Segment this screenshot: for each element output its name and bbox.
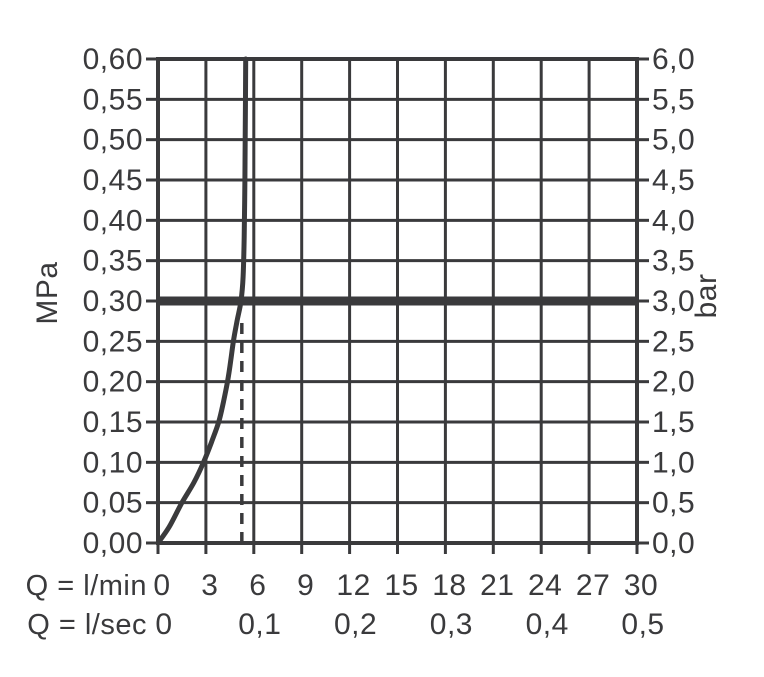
x-primary-label-30: 30	[624, 569, 658, 602]
x-primary-label-21: 21	[480, 569, 514, 602]
y-left-label-0,20: 0,20	[83, 366, 143, 399]
y-right-label-4,5: 4,5	[652, 164, 695, 197]
x-secondary-label-0,1: 0,1	[238, 608, 281, 641]
y-right-label-1,5: 1,5	[652, 406, 695, 439]
y-left-label-0,60: 0,60	[83, 43, 143, 76]
y-right-label-2,5: 2,5	[652, 325, 695, 358]
y-left-label-0,05: 0,05	[83, 487, 143, 520]
axis-labels: 0,600,550,500,450,400,350,300,250,200,15…	[26, 43, 723, 641]
y-left-label-0,10: 0,10	[83, 446, 143, 479]
x-primary-label-3: 3	[201, 569, 218, 602]
y-left-label-0,25: 0,25	[83, 325, 143, 358]
y-left-unit-mpa: MPa	[31, 261, 64, 324]
x-secondary-label-0,4: 0,4	[526, 608, 569, 641]
y-right-unit-bar: bar	[690, 274, 723, 319]
y-left-label-0,55: 0,55	[83, 83, 143, 116]
x-primary-label-18: 18	[432, 569, 466, 602]
y-left-label-0,50: 0,50	[83, 124, 143, 157]
x-primary-label-15: 15	[384, 569, 418, 602]
x-primary-axis-title: Q = l/min	[26, 570, 147, 602]
x-primary-label-27: 27	[576, 569, 610, 602]
x-secondary-label-0: 0	[155, 608, 172, 641]
x-secondary-label-0,2: 0,2	[334, 608, 377, 641]
y-right-label-5,5: 5,5	[652, 83, 695, 116]
x-primary-label-12: 12	[336, 569, 370, 602]
y-left-label-0,00: 0,00	[83, 527, 143, 560]
y-right-label-5,0: 5,0	[652, 124, 695, 157]
y-right-label-0,0: 0,0	[652, 527, 695, 560]
x-secondary-label-0,5: 0,5	[621, 608, 664, 641]
y-left-label-0,15: 0,15	[83, 406, 143, 439]
y-right-label-4,0: 4,0	[652, 204, 695, 237]
y-left-label-0,45: 0,45	[83, 164, 143, 197]
y-left-label-0,40: 0,40	[83, 204, 143, 237]
y-right-label-6,0: 6,0	[652, 43, 695, 76]
y-right-label-2,0: 2,0	[652, 366, 695, 399]
x-primary-label-6: 6	[249, 569, 266, 602]
x-primary-label-9: 9	[297, 569, 314, 602]
y-right-label-3,0: 3,0	[652, 285, 695, 318]
y-left-label-0,35: 0,35	[83, 245, 143, 278]
x-secondary-label-0,3: 0,3	[430, 608, 473, 641]
y-right-label-3,5: 3,5	[652, 245, 695, 278]
y-right-label-0,5: 0,5	[652, 487, 695, 520]
x-primary-label-0: 0	[153, 569, 170, 602]
x-secondary-axis-title: Q = l/sec	[27, 609, 147, 641]
y-left-label-0,30: 0,30	[83, 285, 143, 318]
y-right-label-1,0: 1,0	[652, 446, 695, 479]
x-primary-label-24: 24	[528, 569, 562, 602]
flow-curve	[155, 56, 249, 546]
